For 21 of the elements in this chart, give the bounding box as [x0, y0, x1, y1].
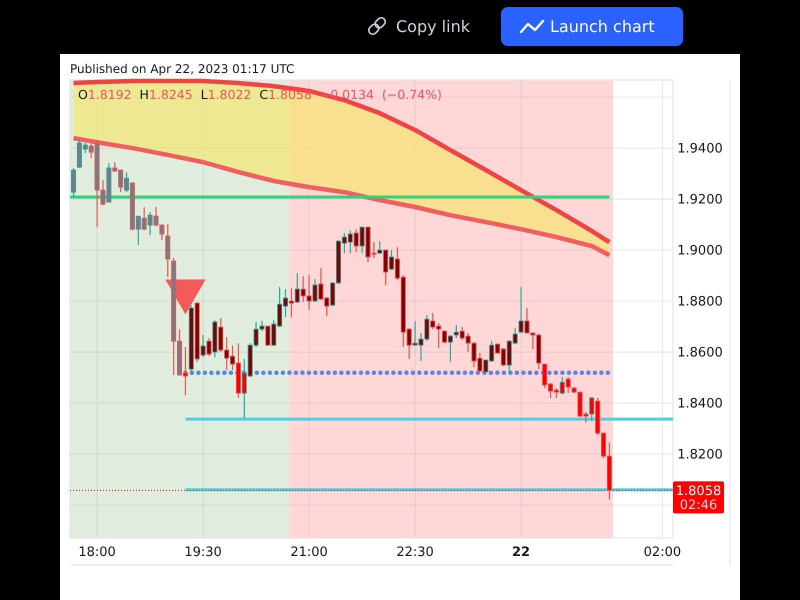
x-tick-label: 22:30: [396, 545, 434, 560]
ref-line-label: 1.8058: [676, 484, 722, 499]
chart-title: Published on Apr 22, 2023 01:17 UTC: [70, 62, 294, 76]
y-tick-label: 1.9400: [677, 142, 723, 157]
x-tick-label: 18:00: [78, 545, 116, 560]
x-tick-label: 21:00: [290, 545, 328, 560]
y-tick-label: 1.8200: [677, 448, 723, 463]
y-tick-label: 1.8400: [677, 396, 723, 412]
candlestick: [71, 167, 76, 198]
text: Copy link: [396, 17, 471, 36]
candlestick: [165, 223, 170, 278]
y-tick-label: 1.8800: [677, 294, 723, 310]
x-tick-label: 02:00: [644, 545, 682, 560]
y-tick-label: 1.8600: [677, 346, 723, 361]
line-series: [71, 136, 612, 258]
text: Launch chart: [550, 17, 655, 36]
x-tick-label: 22: [512, 545, 530, 560]
x-tick-label: 19:30: [184, 545, 222, 560]
y-tick-label: 1.9200: [677, 192, 723, 208]
y-tick-label: 1.9000: [677, 244, 723, 259]
text: 02:46: [680, 498, 718, 513]
